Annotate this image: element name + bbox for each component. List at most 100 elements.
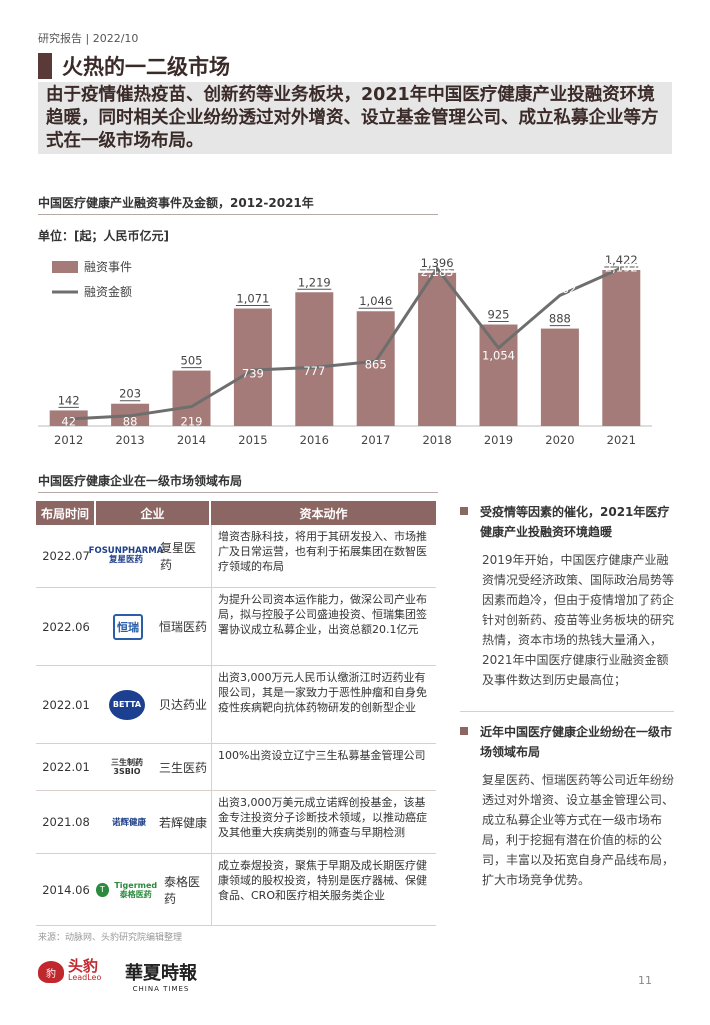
line-label-2017: 865 (365, 358, 387, 372)
fosun-logo-icon: FOSUNPHARMA 复星医药 (88, 546, 164, 565)
side-point-heading: 受疫情等因素的催化，2021年医疗健康产业投融资环境趋暖 (460, 502, 674, 542)
line-label-2015: 739 (242, 367, 264, 381)
leadleo-logo: 豹 头豹 LeadLeo (38, 957, 102, 984)
side-point-heading-text: 受疫情等因素的催化，2021年医疗健康产业投融资环境趋暖 (480, 505, 670, 539)
side-point-1: 受疫情等因素的催化，2021年医疗健康产业投融资环境趋暖 2019年开始，中国医… (460, 502, 674, 690)
line-label-2012: 42 (61, 415, 76, 429)
x-tick-2019: 2019 (484, 433, 513, 447)
company-name: 泰格医药 (163, 874, 200, 906)
leopard-icon: 豹 (38, 961, 64, 983)
x-tick-2015: 2015 (238, 433, 267, 447)
x-tick-2017: 2017 (361, 433, 390, 447)
header-company: 企业 (96, 501, 211, 525)
bar-label-2012: 142 (58, 393, 80, 407)
row-action: 出资3,000万美元成立诺辉创投基金，该基金专注投资分子诊断技术领域，以推动癌症… (211, 791, 436, 853)
line-label-2018: 2,185 (421, 265, 454, 279)
table-row: 2022.07 FOSUNPHARMA 复星医药 复星医药 增资杏脉科技，将用于其… (36, 525, 436, 588)
page-title-row: 火热的一二级市场 (38, 52, 230, 80)
row-company: 三生制药 3SBIO 三生医药 (96, 744, 211, 790)
bar-2017 (356, 311, 395, 426)
bar-2018 (418, 272, 457, 426)
x-tick-2018: 2018 (422, 433, 451, 447)
chart-unit-label: 单位：[起；人民币亿元] (38, 229, 169, 243)
x-tick-2013: 2013 (115, 433, 144, 447)
header-date: 布局时间 (36, 501, 96, 525)
bar-2021 (602, 270, 641, 426)
bar-label-2019: 925 (488, 308, 510, 322)
square-bullet-icon (460, 727, 468, 735)
company-name: 复星医药 (160, 541, 197, 572)
side-point-heading-text: 近年中国医疗健康企业纷纷在一级市场领域布局 (480, 725, 673, 759)
china-times-cn: 華夏時報 (125, 963, 197, 984)
side-point-body: 复星医药、恒瑞医药等公司近年纷纷透过对外增资、设立基金管理公司、成立私募企业等方… (482, 773, 675, 887)
nuohui-logo-icon: 诺辉健康 (111, 818, 146, 828)
table-row: 2022.01 三生制药 3SBIO 三生医药 100%出资设立辽宁三生私募基金管… (36, 744, 436, 791)
table-title-divider (38, 492, 438, 493)
table-row: 2022.01 BETTA 贝达药业 出资3,000万元人民币认缴浙江时迈药业有… (36, 666, 436, 744)
row-date: 2021.08 (42, 815, 90, 829)
square-bullet-icon (460, 507, 468, 515)
side-point-body: 2019年开始，中国医疗健康产业融资情况受经济政策、国际政治局势等因素而趋冷，但… (482, 553, 675, 687)
x-tick-2014: 2014 (177, 433, 206, 447)
company-name: 三生医药 (158, 760, 207, 775)
page-number: 11 (638, 974, 652, 987)
bar-2019 (479, 324, 518, 426)
line-label-2020: 1,802 (543, 282, 576, 296)
row-action: 100%出资设立辽宁三生私募基金管理公司 (211, 744, 436, 790)
bar-label-2016: 1,219 (298, 275, 331, 289)
row-date: 2014.06 (42, 882, 90, 897)
page-title: 火热的一二级市场 (62, 55, 230, 79)
company-name: 贝达药业 (158, 698, 207, 712)
china-times-en: CHINA TIMES (132, 985, 190, 993)
row-action: 为提升公司资本运作能力，做深公司产业布局，拟与控股子公司盛迪投资、恒瑞集团签署协… (211, 588, 436, 665)
china-times-logo: 華夏時報 CHINA TIMES (125, 959, 197, 993)
bar-label-2013: 203 (119, 387, 141, 401)
side-point-heading: 近年中国医疗健康企业纷纷在一级市场领域布局 (460, 722, 674, 762)
table-row: 2021.08 诺辉健康 若辉健康 出资3,000万美元成立诺辉创投基金，该基金… (36, 791, 436, 854)
row-action: 成立泰煜投资，聚焦于早期及成长期医疗健康领域的股权投资，特别是医疗器械、保健食品… (211, 854, 436, 925)
line-series-amount (68, 265, 622, 421)
tigermed-logo-icon: Tigermed 泰格医药 (114, 880, 158, 899)
report-header-tag: 研究报告 | 2022/10 (38, 32, 139, 45)
row-action: 增资杏脉科技，将用于其研发投入、市场推广及日常运营，也有利于拓展集团在数智医疗领… (211, 525, 436, 587)
title-accent-bar (38, 53, 52, 79)
row-date: 2022.01 (42, 760, 90, 774)
row-date: 2022.07 (42, 549, 90, 563)
chart-title-divider (38, 214, 438, 215)
layout-table: 布局时间 企业 资本动作 2022.07 FOSUNPHARMA 复星医药 复星医… (36, 501, 436, 926)
legend-bar-swatch (52, 261, 78, 273)
bar-label-2017: 1,046 (359, 294, 392, 308)
row-company: 诺辉健康 若辉健康 (96, 791, 211, 853)
financing-combo-chart: 142 203 505 1,071 1,219 1,046 1,396 925 888 1,422… (38, 253, 652, 447)
side-divider (460, 711, 674, 712)
company-name: 恒瑞医药 (158, 620, 207, 634)
line-label-2016: 777 (303, 364, 325, 378)
hengrui-logo-icon: 恒瑞 (112, 613, 143, 640)
legend-bar-label: 融资事件 (84, 260, 132, 274)
leadleo-en: LeadLeo (68, 973, 102, 982)
x-tick-2012: 2012 (54, 433, 83, 447)
tigermed-mark-icon: T (96, 882, 109, 897)
row-action: 出资3,000万元人民币认缴浙江时迈药业有限公司，其是一家致力于恶性肿瘤和自身免… (211, 666, 436, 743)
row-company: BETTA 贝达药业 (96, 666, 211, 743)
bar-label-2020: 888 (549, 312, 571, 326)
row-company: 恒瑞 恒瑞医药 (96, 588, 211, 665)
row-date: 2022.01 (42, 697, 90, 712)
x-tick-2021: 2021 (607, 433, 636, 447)
legend-line-label: 融资金额 (84, 284, 132, 299)
table-title: 中国医疗健康企业在一级市场领域布局 (38, 474, 243, 488)
line-label-2014: 219 (181, 415, 203, 429)
table-header-row: 布局时间 企业 资本动作 (36, 501, 436, 525)
leadleo-cn: 头豹 (68, 957, 99, 975)
table-row: 2022.06 恒瑞 恒瑞医药 为提升公司资本运作能力，做深公司产业布局，拟与控… (36, 588, 436, 666)
line-label-2019: 1,054 (482, 348, 515, 362)
source-note: 来源：动脉网、头豹研究院编辑整理 (38, 933, 183, 943)
bar-label-2018: 1,396 (421, 256, 454, 270)
table-row: 2014.06 T Tigermed 泰格医药 泰格医药 成立泰煜投资，聚焦于早期… (36, 854, 436, 926)
row-date: 2022.06 (42, 619, 90, 634)
bar-label-2014: 505 (181, 354, 203, 368)
bar-label-2015: 1,071 (236, 292, 269, 306)
chart-title: 中国医疗健康产业融资事件及金额，2012-2021年 (38, 196, 314, 210)
subtitle-text: 由于疫情催热疫苗、创新药等业务板块，2021年中国医疗健康产业投融资环境趋暖，同… (46, 85, 659, 151)
row-company: FOSUNPHARMA 复星医药 复星医药 (88, 525, 211, 587)
